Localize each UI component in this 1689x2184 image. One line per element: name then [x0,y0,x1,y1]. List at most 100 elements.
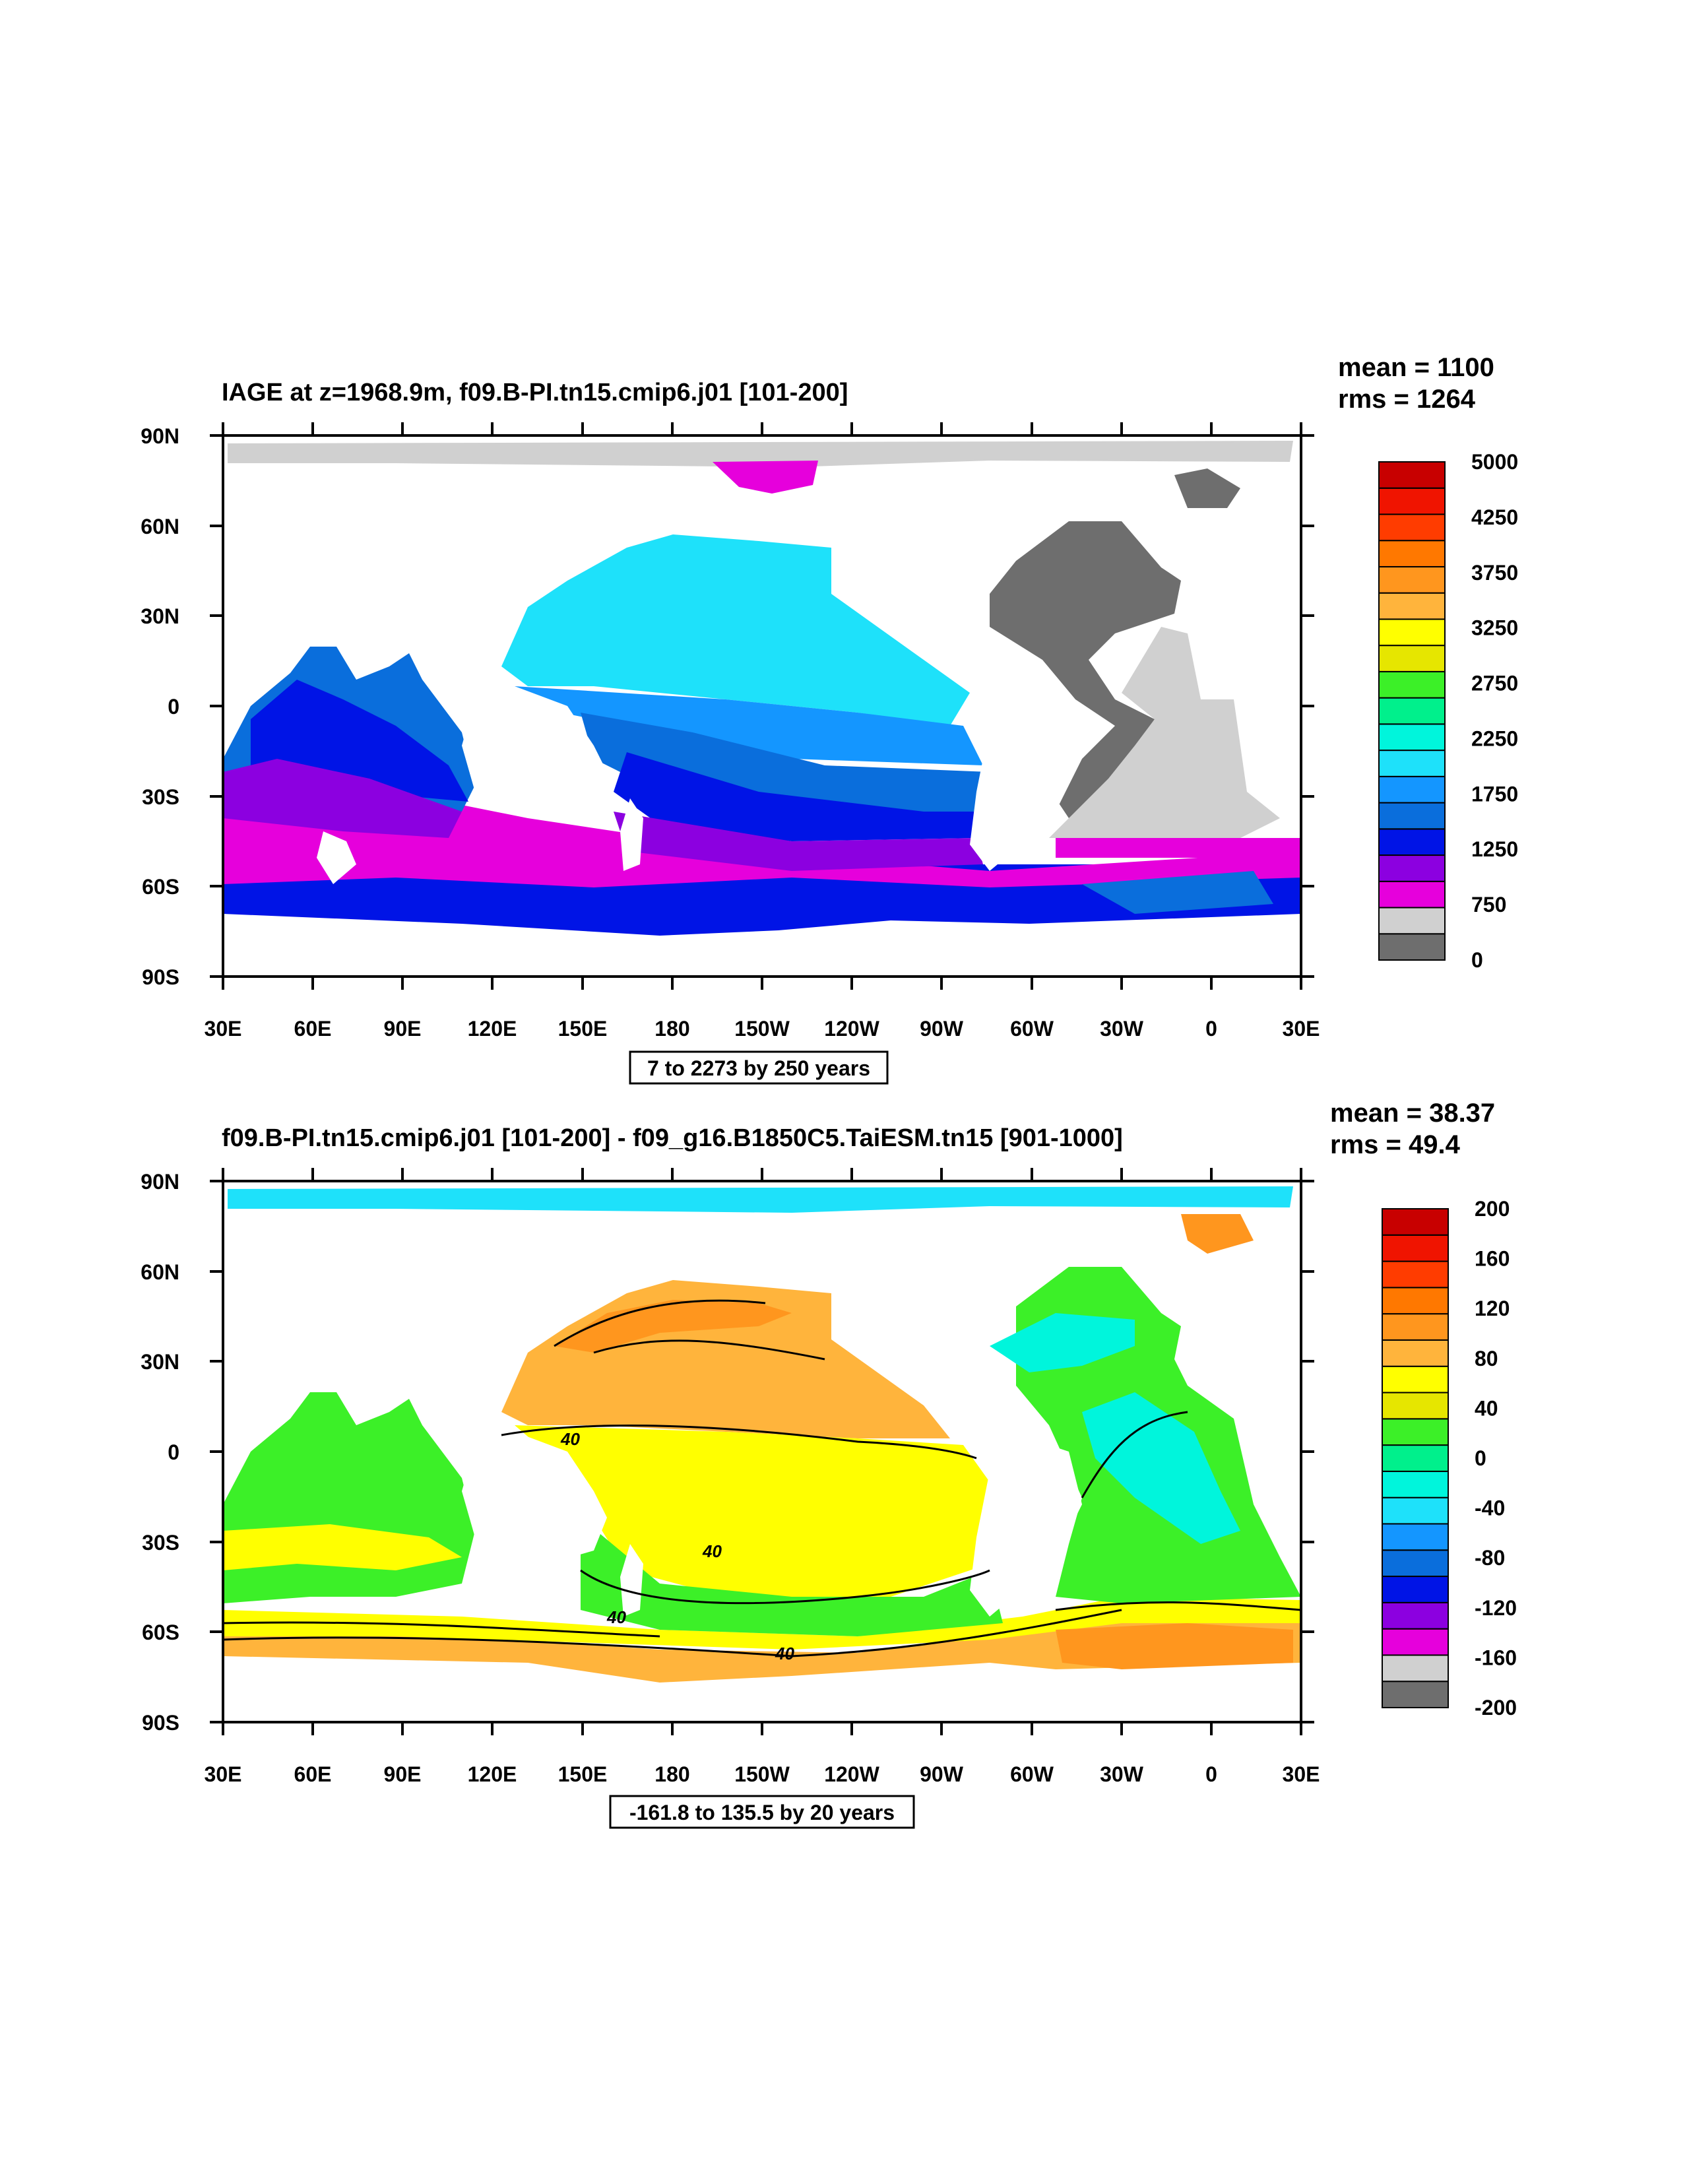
south-atlantic-orange-patch [1056,1623,1293,1669]
south-america-land [970,1438,1082,1617]
lat-label: 60S [142,875,179,899]
colorbar-label: 750 [1471,893,1506,916]
lon-label: 90E [384,1762,422,1786]
panel-1-contour-note: 7 to 2273 by 250 years [647,1056,870,1080]
north-atlantic-grey-region [990,521,1181,818]
lon-label: 150W [734,1017,790,1041]
panel-1-lon-labels: 30E 60E 90E 120E 150E 180 150W 120W 90W … [205,1017,1320,1041]
colorbar-swatch [1382,1601,1449,1630]
lat-label: 60N [141,1260,179,1284]
lon-label: 30E [1283,1762,1320,1786]
colorbar-swatch [1378,540,1446,567]
lat-label: 90N [141,424,179,448]
panel-1-lat-labels: 90N 60N 30N 0 30S 60S 90S [141,424,179,989]
panel-2-lat-ticks [210,1180,1314,1723]
panel-2-lat-labels: 90N 60N 30N 0 30S 60S 90S [141,1170,179,1735]
lon-label: 120W [824,1762,879,1786]
lat-label: 0 [168,1440,179,1464]
north-pacific-dark-orange-region [554,1300,792,1353]
lon-label: 150E [558,1017,608,1041]
colorbar-label: 3750 [1471,561,1518,585]
colorbar-swatch [1382,1628,1449,1656]
panel-2-lon-labels: 30E 60E 90E 120E 150E 180 150W 120W 90W … [205,1762,1320,1786]
colorbar-swatch [1378,592,1446,620]
colorbar-swatch [1378,933,1446,961]
colorbar-swatch [1378,670,1446,699]
south-atlantic-cyan-region [1082,1392,1240,1544]
lon-label: 30W [1100,1017,1144,1041]
colorbar-label: 0 [1471,948,1483,972]
colorbar-swatch [1382,1392,1449,1420]
colorbar-label: 200 [1475,1197,1510,1221]
colorbar-label: -200 [1475,1696,1517,1719]
colorbar-label: -40 [1475,1496,1505,1520]
colorbar-swatch [1378,775,1446,804]
colorbar-swatch [1382,1549,1449,1578]
lon-label: 0 [1205,1017,1217,1041]
contour-label-group: 40 40 40 40 [560,1429,794,1663]
colorbar-swatch [1382,1523,1449,1551]
colorbar-label: 3250 [1471,616,1518,640]
southern-ocean-magenta-band [223,785,1301,887]
lat-label: 30S [142,1531,179,1555]
panel-1-title: IAGE at z=1968.9m, f09.B-PI.tn15.cmip6.j… [222,379,848,406]
north-atlantic-cyan-region [990,1313,1135,1372]
south-atlantic-magenta-band [1056,838,1301,858]
lon-label: 30E [1283,1017,1320,1041]
arctic-grey-patch [1174,468,1240,508]
arctic-ocean-region [228,441,1293,467]
colorbar-swatch [1382,1234,1449,1262]
contour-label: 40 [702,1541,722,1561]
panel-1-map [222,434,1302,978]
lon-label: 180 [654,1017,689,1041]
lon-label: 180 [654,1762,689,1786]
southern-ocean-yellow-band [223,1597,1301,1650]
panel-2-colorbar: -200 -160 -120 -80 -40 0 40 80 120 160 200 [1382,1197,1517,1719]
lat-label: 30S [142,785,179,809]
south-atlantic-light-grey-region [1049,627,1280,838]
colorbar-label: 40 [1475,1396,1498,1420]
colorbar-swatch [1382,1654,1449,1683]
lon-label: 90W [920,1017,964,1041]
panel-2-title: f09.B-PI.tn15.cmip6.j01 [101-200] - f09_… [222,1124,1123,1152]
colorbar-label: 1750 [1471,782,1518,806]
panel-1-rms: rms = 1264 [1338,385,1476,414]
colorbar-swatch [1378,828,1446,856]
colorbar-label: -80 [1475,1546,1505,1570]
panel-1-colorbar: 0 750 1250 1750 2250 2750 3250 3750 4250 5000 [1378,450,1518,972]
colorbar-swatch [1382,1681,1449,1708]
colorbar-swatch [1382,1260,1449,1289]
new-zealand-land [620,1544,643,1617]
lat-label: 90S [142,965,179,989]
panel-2-map: 40 40 40 40 [222,1180,1302,1723]
colorbar-label: 160 [1475,1247,1510,1271]
contour-label: 40 [560,1429,580,1449]
lon-label: 150W [734,1762,790,1786]
lon-label: 60E [294,1762,332,1786]
indian-ocean-yellow-patch [223,1524,462,1570]
colorbar-swatch [1382,1418,1449,1446]
colorbar-swatch [1382,1339,1449,1367]
colorbar-swatch [1378,880,1446,909]
new-zealand-land [620,798,643,871]
colorbar-swatch [1378,854,1446,882]
colorbar-label: 0 [1475,1446,1486,1470]
lat-label: 30N [141,1350,179,1374]
colorbar-swatch [1378,750,1446,777]
panel-1: IAGE at z=1968.9m, f09.B-PI.tn15.cmip6.j… [141,353,1518,1085]
colorbar-swatch [1382,1365,1449,1394]
colorbar-swatch [1378,565,1446,594]
colorbar-swatch [1378,802,1446,830]
panel-2-lon-ticks [222,1168,1302,1735]
lat-label: 90S [142,1711,179,1735]
colorbar-swatch [1382,1576,1449,1603]
colorbar-label: 4250 [1471,505,1518,529]
contour-lines [222,1299,1302,1657]
australia-land [462,1432,607,1564]
colorbar-label: 2750 [1471,672,1518,695]
lon-label: 60E [294,1017,332,1041]
panel-1-lon-ticks [222,422,1302,990]
indian-ocean-purple-region [223,759,462,838]
lon-label: 0 [1205,1762,1217,1786]
